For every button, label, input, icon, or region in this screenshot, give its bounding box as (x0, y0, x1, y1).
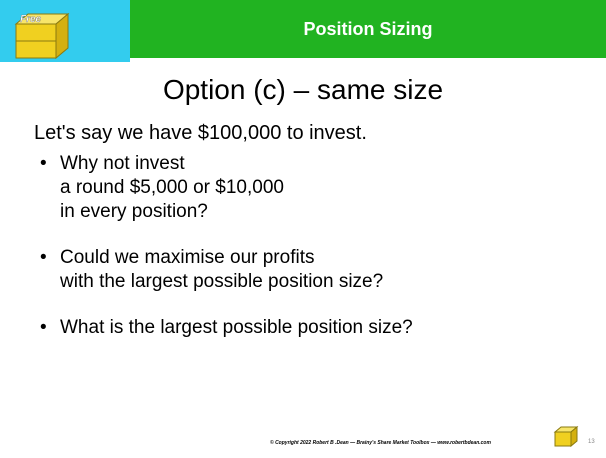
bullet-line: Why not invest (60, 153, 185, 174)
bullet-line: Could we maximise our profits (60, 247, 315, 268)
slide-title: Option (c) – same size (162, 74, 444, 105)
page-number: 13 (588, 439, 595, 445)
bullet-line: What is the largest possible position si… (60, 317, 413, 338)
header-bar (130, 0, 606, 58)
bullet-list: Why not invest a round $5,000 or $10,000 i… (38, 152, 413, 362)
header-title: Position Sizing (303, 19, 433, 39)
bullet-line: a round $5,000 or $10,000 (60, 177, 284, 198)
bullet: What is the largest possible position si… (38, 316, 413, 340)
icon: Free (14, 12, 70, 60)
intro: Let's say we have $100,000 to invest. (34, 122, 367, 144)
footer-icon (553, 425, 579, 448)
copyright: © Copyright 2022 Robert B .Dean — Brainy… (270, 440, 491, 446)
bullet: Could we maximise our profits with the la… (38, 246, 413, 294)
bullet-line: in every position? (60, 201, 208, 222)
icon-label: Free (20, 14, 42, 25)
bullet: Why not invest a round $5,000 or $10,000 i… (38, 152, 413, 224)
bullet-line: with the largest possible position size? (60, 271, 384, 292)
